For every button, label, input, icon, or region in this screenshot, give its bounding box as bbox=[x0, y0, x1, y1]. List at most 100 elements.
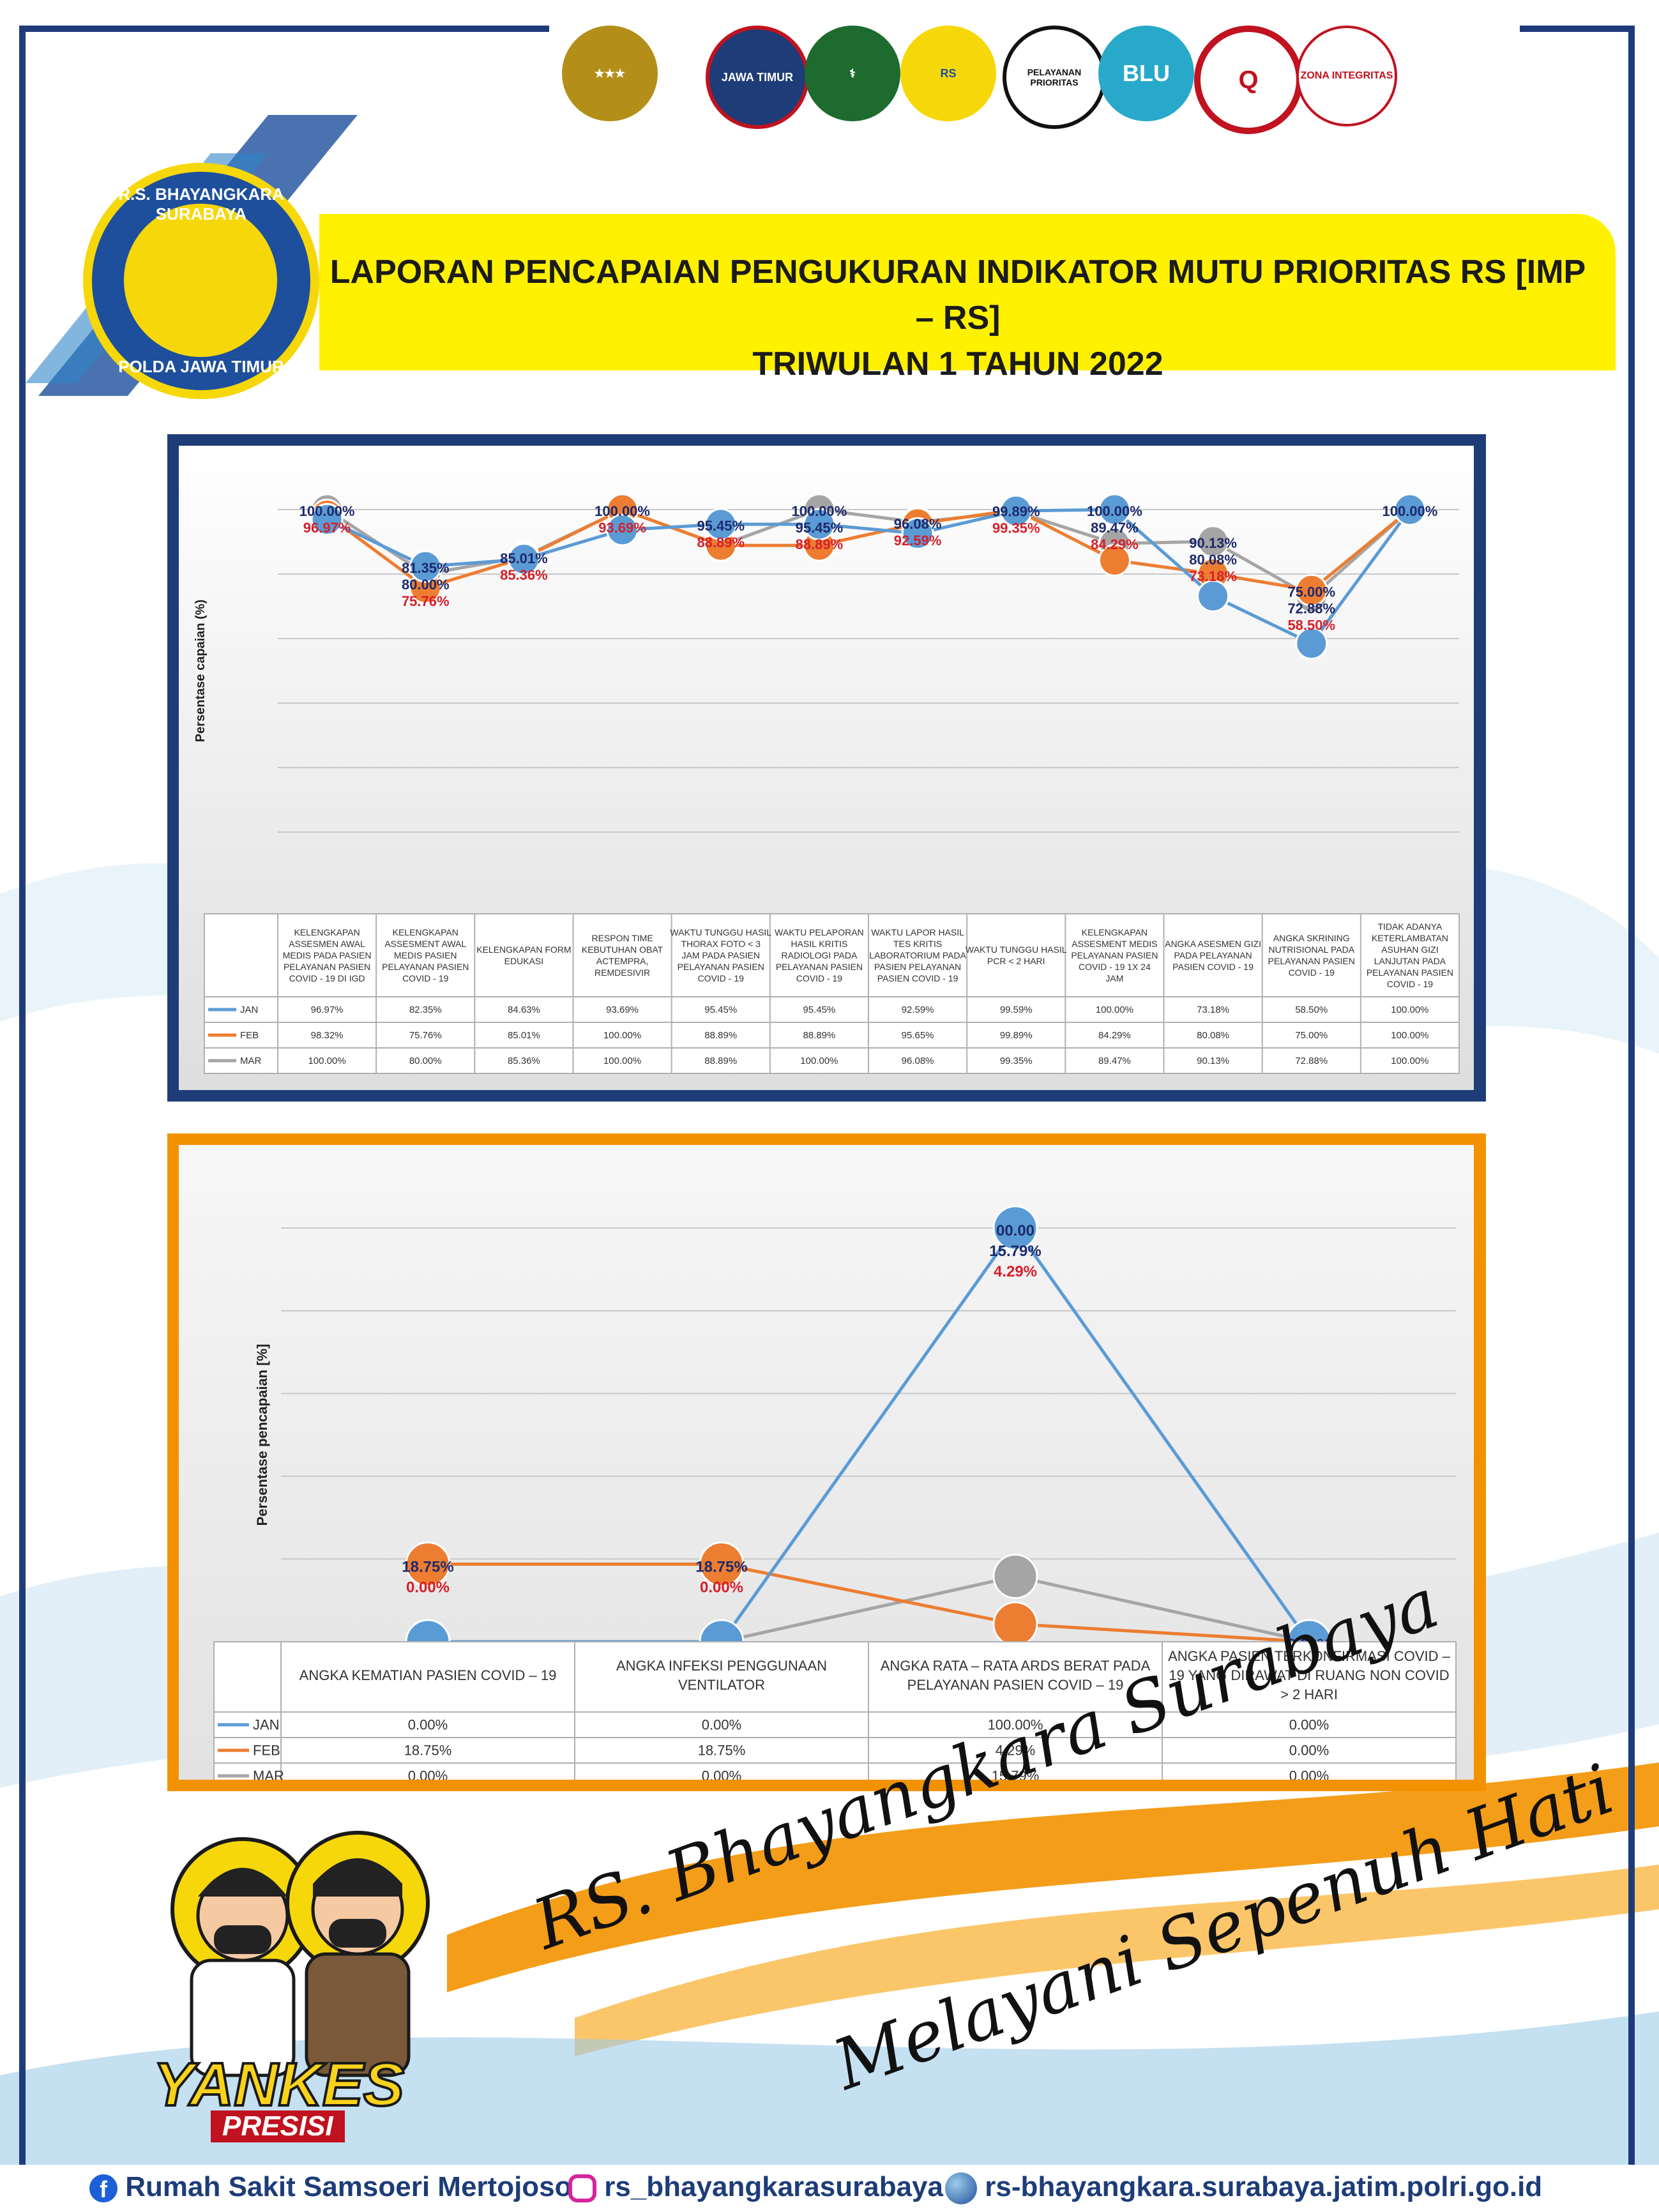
table-cell: 89.47% bbox=[1098, 1056, 1131, 1066]
category-label: COVID - 19 DI IGD bbox=[289, 973, 365, 983]
table-cell: 100.00% bbox=[1391, 1030, 1428, 1041]
category-label: ASSESMENT MEDIS bbox=[1072, 939, 1157, 949]
category-label: COVID - 19 bbox=[402, 973, 449, 983]
hospital-logo-text-bottom: POLDA JAWA TIMUR bbox=[118, 357, 284, 376]
category-label: ASSESMENT AWAL bbox=[384, 939, 466, 949]
data-point-jan bbox=[992, 1205, 1038, 1251]
category-label: PASIEN COVID - 19 bbox=[1172, 962, 1254, 972]
point-label: 18.75% bbox=[402, 1559, 453, 1576]
category-label: KEBUTUHAN OBAT bbox=[582, 944, 663, 955]
point-label: 95.45% bbox=[697, 518, 745, 534]
category-label: > 2 HARI bbox=[1280, 1686, 1338, 1702]
table-cell: 98.32% bbox=[311, 1030, 344, 1041]
category-label: THORAX FOTO < 3 bbox=[681, 939, 761, 949]
point-label: 90.13% bbox=[1189, 535, 1237, 551]
category-label: 19 YANG DIRAWAT DI RUANG NON COVID bbox=[1169, 1667, 1449, 1683]
table-cell: 90.13% bbox=[1197, 1056, 1229, 1066]
point-label: 95.45% bbox=[796, 520, 844, 536]
table-cell: 72.88% bbox=[1295, 1056, 1328, 1066]
category-label: ANGKA SKRINING bbox=[1273, 933, 1350, 943]
point-label: 00.00 bbox=[996, 1222, 1034, 1239]
category-label: WAKTU LAPOR HASIL bbox=[871, 927, 964, 937]
table-cell: 100.00% bbox=[1391, 1056, 1428, 1066]
table-cell: 73.18% bbox=[1197, 1004, 1229, 1015]
hospital-small-logo: RS bbox=[900, 26, 996, 121]
data-point-jan bbox=[1197, 579, 1230, 612]
point-label: 80.08% bbox=[1189, 552, 1237, 568]
table-cell: 100.00% bbox=[1096, 1004, 1133, 1015]
category-label: REMDESIVIR bbox=[595, 967, 650, 978]
table-cell: 100.00% bbox=[603, 1030, 641, 1041]
category-label: VENTILATOR bbox=[678, 1677, 765, 1693]
data-point-jan bbox=[606, 513, 639, 547]
table-cell: 80.08% bbox=[1197, 1030, 1229, 1041]
frame-top bbox=[19, 26, 549, 32]
category-label: PELAYANAN PASIEN bbox=[1367, 967, 1453, 978]
table-cell: 15.79% bbox=[992, 1768, 1040, 1780]
table-cell: 0.00% bbox=[702, 1768, 741, 1780]
category-label: MEDIS PASIEN bbox=[394, 950, 457, 960]
table-cell: 100.00% bbox=[1391, 1004, 1428, 1015]
table-cell: 75.00% bbox=[1295, 1030, 1328, 1041]
website-label: rs-bhayangkara.surabaya.jatim.polri.go.i… bbox=[985, 2171, 1543, 2202]
category-label: KELENGKAPAN bbox=[294, 927, 360, 937]
series-line-mar bbox=[428, 1575, 1310, 1644]
footer-website[interactable]: rs-bhayangkara.surabaya.jatim.polri.go.i… bbox=[945, 2171, 1543, 2205]
data-point-jan bbox=[1295, 627, 1328, 660]
point-label: 99.35% bbox=[992, 520, 1040, 536]
footer-bar bbox=[0, 2165, 1659, 2212]
mascot-subtitle: PRESISI bbox=[211, 2110, 345, 2142]
series-line-jan bbox=[428, 1225, 1311, 1644]
category-label: PASIEN COVID - 19 bbox=[877, 973, 958, 983]
data-point-jan bbox=[901, 517, 934, 550]
point-label: 96.08% bbox=[894, 516, 942, 532]
data-point-jan bbox=[409, 550, 442, 583]
category-label: WAKTU TUNGGU HASIL bbox=[670, 927, 771, 937]
table-cell: 100.00% bbox=[988, 1716, 1043, 1732]
table-cell: 88.89% bbox=[704, 1030, 737, 1041]
frame-right bbox=[1628, 26, 1635, 2165]
health-logo-icon: ⚕ bbox=[805, 26, 900, 121]
data-point-feb bbox=[1098, 543, 1131, 577]
table-cell: 0.00% bbox=[702, 1716, 741, 1732]
table-cell: 85.36% bbox=[508, 1056, 540, 1066]
table-cell: 58.50% bbox=[1295, 1004, 1328, 1015]
category-label: PELAYANAN PASIEN bbox=[284, 962, 370, 972]
category-label: KETERLAMBATAN bbox=[1372, 933, 1448, 943]
category-label: HASIL KRITIS bbox=[791, 939, 847, 949]
point-label: 92.59% bbox=[894, 533, 942, 549]
globe-icon bbox=[945, 2172, 977, 2205]
category-label: RESPON TIME bbox=[591, 933, 653, 943]
point-label: 80.00% bbox=[402, 577, 450, 593]
table-cell: 84.63% bbox=[508, 1004, 540, 1015]
table-cell: 82.35% bbox=[409, 1004, 442, 1015]
footer-instagram[interactable]: rs_bhayangkarasurabaya bbox=[568, 2171, 943, 2203]
data-table bbox=[204, 913, 1460, 1074]
category-label: KELENGKAPAN bbox=[1082, 927, 1148, 937]
category-label: PELAYANAN PASIEN COVID – 19 bbox=[907, 1677, 1124, 1693]
data-point-jan bbox=[1393, 493, 1427, 526]
point-label: 89.47% bbox=[1091, 520, 1139, 536]
table-cell: 93.69% bbox=[606, 1004, 639, 1015]
table-cell: 18.75% bbox=[404, 1742, 452, 1758]
category-label: JAM PADA PASIEN bbox=[682, 950, 760, 960]
data-table bbox=[213, 1641, 1457, 1780]
table-cell: 100.00% bbox=[308, 1056, 345, 1066]
point-label: 85.36% bbox=[500, 567, 548, 583]
category-label: COVID - 19 bbox=[698, 973, 745, 983]
category-label: PELAYANAN PASIEN bbox=[1268, 956, 1355, 966]
footer-facebook[interactable]: f Rumah Sakit Samsoeri Mertojoso bbox=[89, 2171, 572, 2203]
point-label: 100.00% bbox=[1087, 503, 1142, 519]
table-cell: 0.00% bbox=[408, 1716, 448, 1732]
point-label: 84.29% bbox=[1091, 536, 1139, 552]
table-cell: 100.00% bbox=[800, 1056, 838, 1066]
category-label: ANGKA INFEKSI PENGGUNAAN bbox=[616, 1658, 827, 1674]
y-axis-label: Persentase pencapaian [%] bbox=[254, 1344, 270, 1526]
chart-1: Persentase capaian (%)100.00%96.97%81.35… bbox=[193, 493, 1460, 1074]
table-cell: 84.29% bbox=[1098, 1030, 1131, 1041]
data-point-jan bbox=[507, 543, 540, 576]
table-cell: 92.59% bbox=[902, 1004, 934, 1015]
data-point-feb bbox=[405, 1542, 451, 1587]
point-label: 93.69% bbox=[598, 520, 646, 536]
table-cell: 75.76% bbox=[409, 1030, 442, 1041]
